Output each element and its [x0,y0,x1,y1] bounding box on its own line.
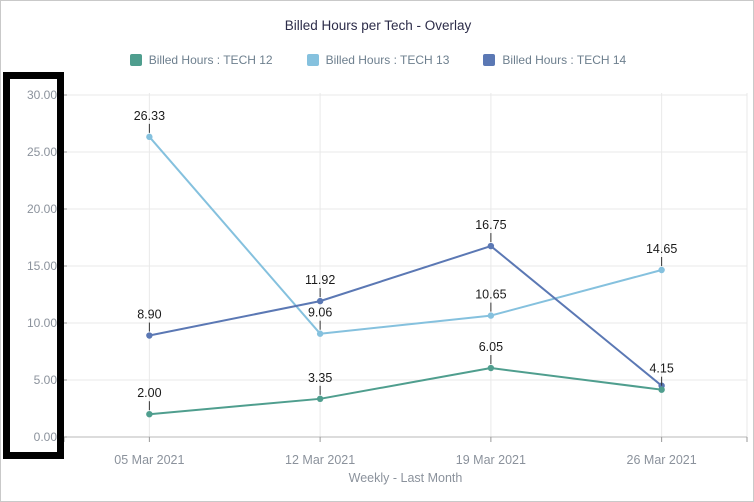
chart-legend: Billed Hours : TECH 12 Billed Hours : TE… [1,53,753,67]
data-point-marker[interactable] [487,364,495,372]
y-axis-tick-label: 10.00 [27,316,57,330]
data-point-marker[interactable] [146,332,153,339]
y-axis-tick-label: 0.00 [34,430,58,444]
data-point-label: 26.33 [134,109,165,123]
legend-swatch-tech-12 [129,54,142,66]
data-point-label: 9.06 [308,306,332,320]
series-line [148,135,663,335]
data-point-marker[interactable] [487,242,495,250]
x-axis-tick-label: 12 Mar 2021 [285,453,355,467]
legend-item-tech-14[interactable]: Billed Hours : TECH 14 [483,53,626,67]
x-axis-title: Weekly - Last Month [349,471,463,485]
legend-label-tech-14: Billed Hours : TECH 14 [502,53,627,67]
y-axis-tick-label: 5.00 [34,373,58,387]
data-point-label: 3.35 [308,371,332,385]
x-axis-tick-label: 26 Mar 2021 [627,453,697,467]
data-point-label: 14.65 [646,242,677,256]
data-point-label: 10.65 [475,288,506,302]
data-point-label: 11.92 [305,273,335,287]
legend-item-tech-13[interactable]: Billed Hours : TECH 13 [306,53,450,67]
data-point-label: 4.15 [649,362,673,376]
legend-label-tech-13: Billed Hours : TECH 13 [325,53,450,67]
data-point-label: 16.75 [475,218,506,232]
data-point-marker[interactable] [146,133,153,141]
data-point-marker[interactable] [658,266,665,274]
legend-swatch-tech-14 [483,54,496,66]
y-axis-tick-label: 15.00 [27,259,57,273]
x-axis-tick-label: 19 Mar 2021 [456,453,526,467]
y-axis-tick-label: 25.00 [27,145,57,159]
series-line [148,245,663,387]
data-point-marker[interactable] [316,297,324,305]
data-point-marker[interactable] [146,411,153,418]
data-point-label: 2.00 [137,386,161,400]
legend-item-tech-12[interactable]: Billed Hours : TECH 12 [129,53,273,67]
data-point-marker[interactable] [316,330,324,337]
legend-label-tech-12: Billed Hours : TECH 12 [148,53,273,67]
data-point-label: 8.90 [137,308,161,322]
y-axis-tick-label: 30.00 [27,88,57,102]
series-line [148,367,663,416]
x-axis-tick-label: 05 Mar 2021 [114,453,184,467]
data-point-marker[interactable] [316,395,324,403]
data-point-marker[interactable] [658,386,665,393]
chart-title: Billed Hours per Tech - Overlay [284,18,472,33]
data-point-marker[interactable] [487,312,495,319]
y-axis-tick-label: 20.00 [27,202,57,216]
legend-swatch-tech-13 [306,54,319,66]
data-point-label: 6.05 [479,340,503,354]
